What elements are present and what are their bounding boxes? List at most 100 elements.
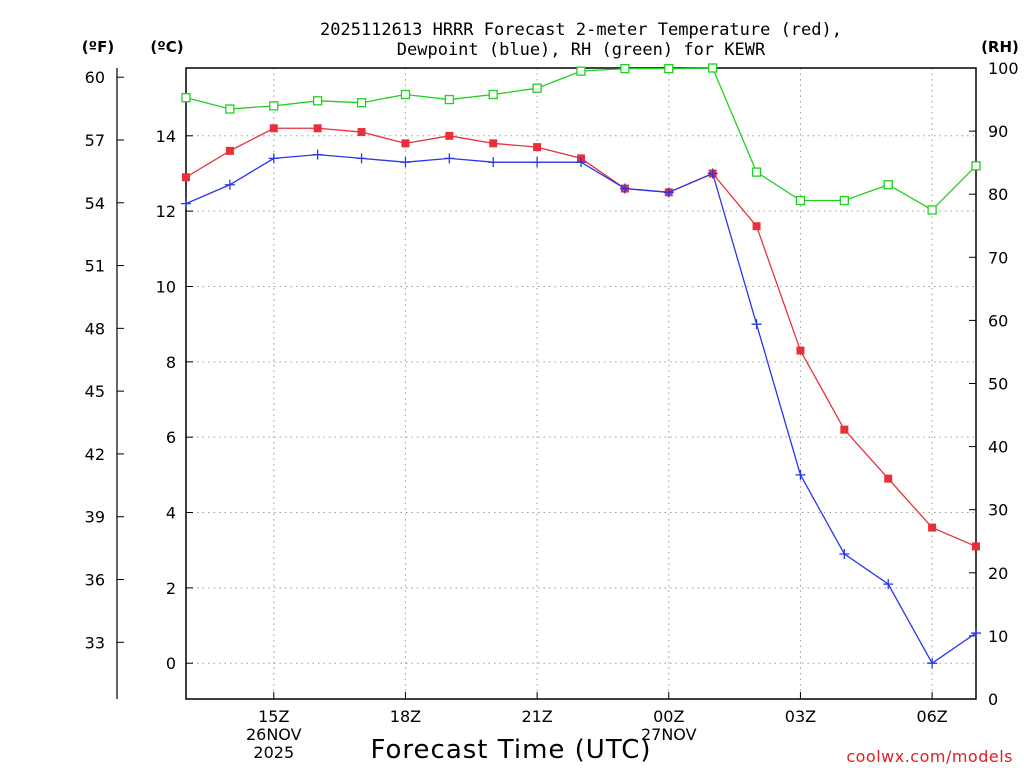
- data-point-temperature: [401, 139, 410, 148]
- rh-unit-label: (RH): [981, 38, 1019, 56]
- x-tick-label: 21Z: [521, 707, 552, 726]
- data-point-dewpoint: [532, 157, 543, 168]
- x-tick-label: 15Z: [258, 707, 289, 726]
- data-point-rh: [664, 63, 674, 74]
- fahrenheit-tick-label: 57: [85, 131, 105, 150]
- data-point-rh: [532, 83, 542, 93]
- watermark: coolwx.com/models: [846, 747, 1013, 766]
- data-point-rh: [708, 63, 718, 73]
- data-point-dewpoint: [751, 319, 762, 330]
- fahrenheit-tick-label: 33: [85, 633, 105, 652]
- data-point-rh: [313, 96, 323, 106]
- x-tick-label: 03Z: [785, 707, 816, 726]
- data-point-dewpoint: [576, 157, 586, 168]
- celsius-tick-label: 2: [166, 579, 176, 598]
- rh-tick-label: 80: [988, 185, 1008, 204]
- data-point-dewpoint: [839, 548, 850, 559]
- rh-tick-label: 40: [988, 438, 1008, 457]
- data-point-rh: [971, 161, 981, 171]
- data-point-dewpoint: [268, 153, 279, 164]
- data-point-rh: [795, 195, 806, 206]
- chart-title-line-1: 2025112613 HRRR Forecast 2-meter Tempera…: [320, 20, 842, 40]
- data-point-dewpoint: [224, 179, 235, 190]
- x-tick-label: 27NOV: [641, 725, 697, 744]
- fahrenheit-tick-label: 60: [85, 68, 105, 87]
- data-point-temperature: [357, 128, 366, 137]
- rh-tick-label: 30: [988, 501, 1008, 520]
- data-point-dewpoint: [927, 658, 938, 669]
- celsius-tick-label: 10: [156, 277, 176, 296]
- x-axis-label: Forecast Time (UTC): [370, 735, 651, 765]
- celsius-tick-label: 4: [166, 504, 176, 523]
- grid: [186, 68, 976, 699]
- rh-tick-label: 20: [988, 564, 1008, 583]
- data-point-rh: [839, 195, 849, 206]
- fahrenheit-tick-label: 39: [85, 508, 105, 527]
- data-point-dewpoint: [400, 157, 411, 168]
- data-point-dewpoint: [619, 183, 630, 194]
- fahrenheit-tick-label: 48: [85, 319, 105, 338]
- data-point-dewpoint: [444, 153, 455, 164]
- chart-title-line-2: Dewpoint (blue), RH (green) for KEWR: [397, 40, 766, 60]
- data-point-dewpoint: [488, 157, 499, 168]
- data-point-temperature: [269, 124, 278, 133]
- series-relative-humidity: [181, 63, 981, 215]
- fahrenheit-tick-label: 45: [85, 382, 105, 401]
- rh-tick-label: 70: [988, 248, 1008, 267]
- rh-tick-label: 60: [988, 311, 1008, 330]
- data-point-rh: [400, 89, 411, 100]
- data-point-rh: [181, 93, 191, 103]
- rh-tick-label: 10: [988, 627, 1008, 646]
- celsius-tick-label: 14: [156, 127, 176, 146]
- data-point-rh: [356, 98, 367, 108]
- data-point-dewpoint: [181, 198, 191, 209]
- fahrenheit-tick-label: 36: [85, 570, 105, 589]
- celsius-tick-label: 12: [156, 202, 176, 221]
- data-point-temperature: [225, 146, 234, 155]
- data-point-rh: [751, 167, 762, 177]
- data-point-temperature: [928, 523, 937, 532]
- x-tick-label: 00Z: [653, 707, 684, 726]
- data-point-rh: [269, 101, 279, 111]
- celsius-tick-label: 6: [166, 428, 176, 447]
- data-point-dewpoint: [883, 579, 894, 590]
- x-tick-label: 26NOV: [246, 725, 302, 744]
- series-line: [185, 127, 977, 548]
- celsius-tick-label: 8: [166, 353, 176, 372]
- data-point-temperature: [752, 222, 761, 231]
- fahrenheit-tick-label: 54: [85, 194, 105, 213]
- data-point-temperature: [533, 143, 542, 152]
- data-point-temperature: [840, 425, 849, 434]
- fahrenheit-tick-label: 51: [85, 257, 105, 276]
- rh-tick-label: 50: [988, 375, 1008, 394]
- fahrenheit-unit-label: (ºF): [82, 38, 114, 56]
- data-point-dewpoint: [312, 149, 323, 160]
- data-point-dewpoint: [795, 469, 806, 480]
- rh-tick-label: 100: [988, 59, 1019, 78]
- series-2-meter-temperature: [182, 124, 980, 551]
- series-layer: [181, 63, 981, 669]
- data-point-temperature: [182, 173, 190, 182]
- x-tick-label: 18Z: [390, 707, 421, 726]
- data-point-rh: [225, 104, 235, 114]
- data-point-rh: [488, 89, 498, 100]
- data-point-rh: [620, 63, 630, 74]
- series-line: [185, 153, 977, 665]
- data-point-rh: [927, 205, 937, 215]
- celsius-unit-label: (ºC): [150, 38, 183, 56]
- celsius-tick-label: 0: [166, 654, 176, 673]
- data-point-rh: [883, 180, 893, 190]
- data-point-dewpoint: [356, 153, 367, 164]
- data-point-dewpoint: [707, 168, 718, 179]
- axes: 0 2 4 6 8 10 12 14 33 36 39 42 45 48 51 54 57 60 0 10 20 30 40…: [85, 59, 1019, 762]
- data-point-temperature: [313, 124, 322, 133]
- data-point-temperature: [972, 542, 980, 551]
- data-point-dewpoint: [971, 628, 981, 639]
- x-tick-label: 06Z: [916, 707, 947, 726]
- data-point-temperature: [796, 346, 805, 355]
- data-point-temperature: [445, 131, 454, 140]
- x-tick-label: 2025: [253, 743, 294, 762]
- data-point-rh: [444, 94, 454, 105]
- data-point-dewpoint: [663, 187, 674, 198]
- rh-tick-label: 0: [988, 690, 998, 709]
